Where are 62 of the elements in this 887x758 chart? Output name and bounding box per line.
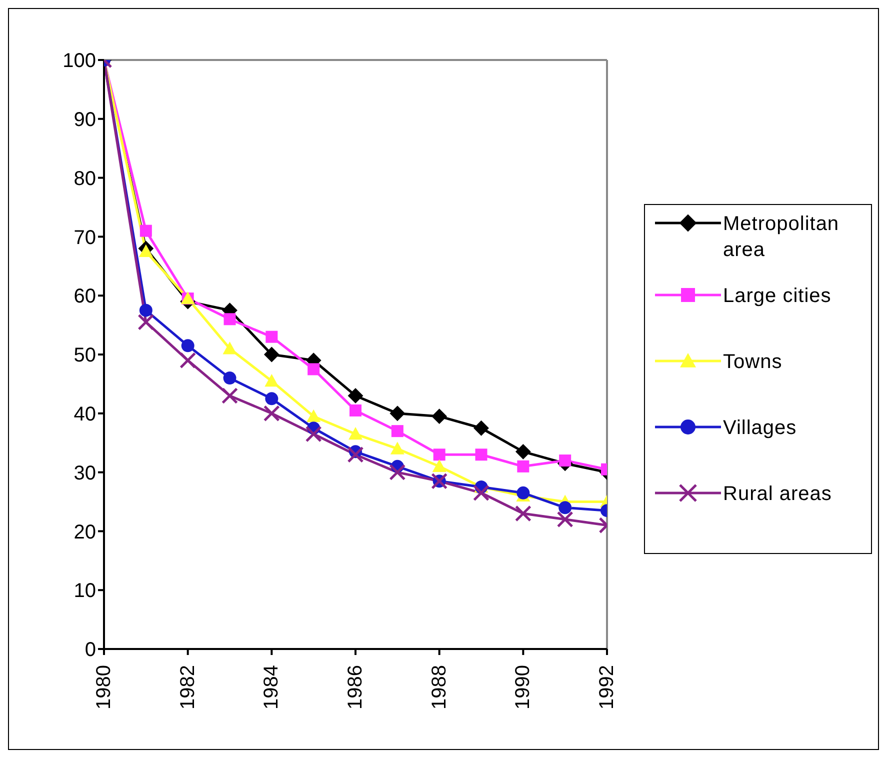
point	[432, 459, 446, 472]
point	[432, 408, 447, 424]
y-tick-label: 0	[84, 639, 96, 662]
y-tick-label: 30	[74, 462, 96, 484]
y-tick-label: 40	[74, 404, 96, 426]
point	[391, 425, 404, 438]
point	[347, 446, 364, 463]
point	[350, 404, 362, 416]
point	[263, 405, 280, 422]
point	[223, 372, 236, 385]
y-tick-label: 90	[74, 109, 96, 131]
point	[514, 505, 532, 522]
point	[180, 352, 196, 369]
x-tick-label: 1984	[260, 665, 283, 710]
point	[222, 342, 237, 354]
y-tick-label: 80	[74, 168, 96, 190]
point	[265, 392, 278, 406]
point	[264, 347, 280, 362]
legend-label: Villages	[723, 416, 797, 441]
y-tick-label: 10	[74, 580, 96, 602]
legend-label: Metropolitan area	[723, 212, 840, 263]
point	[139, 304, 152, 317]
y-tick-label: 50	[74, 344, 96, 367]
y-tick-label: 70	[74, 226, 96, 249]
point	[305, 426, 322, 442]
x-tick-label: 1990	[512, 665, 534, 710]
point	[389, 464, 406, 481]
point	[517, 460, 530, 472]
point	[140, 224, 152, 237]
point	[138, 314, 154, 330]
x-tick-label: 1980	[93, 665, 115, 710]
point	[390, 442, 404, 454]
x-tick-label: 1982	[176, 665, 199, 710]
y-tick-label: 20	[74, 521, 96, 544]
point	[181, 339, 194, 352]
point	[306, 409, 321, 422]
legend-label: Rural areas	[723, 482, 832, 507]
point	[516, 444, 531, 460]
point	[558, 501, 572, 514]
point	[266, 330, 278, 343]
point	[264, 374, 279, 387]
point	[222, 387, 238, 404]
point	[348, 427, 362, 440]
point	[433, 448, 446, 461]
point	[559, 454, 572, 467]
x-tick-label: 1988	[428, 665, 450, 710]
point	[474, 420, 489, 436]
y-tick-label: 100	[62, 50, 96, 72]
point	[556, 511, 574, 528]
point	[348, 388, 363, 404]
point	[473, 484, 490, 502]
legend-label: Large cities	[723, 284, 832, 309]
point	[138, 244, 153, 258]
point	[308, 363, 320, 376]
x-tick-label: 1986	[344, 665, 366, 710]
point	[390, 406, 405, 421]
x-tick-label: 1992	[596, 665, 618, 710]
point	[224, 313, 236, 326]
point	[475, 448, 488, 461]
point	[516, 486, 530, 500]
legend-label: Towns	[723, 350, 782, 375]
y-tick-label: 60	[74, 286, 96, 308]
